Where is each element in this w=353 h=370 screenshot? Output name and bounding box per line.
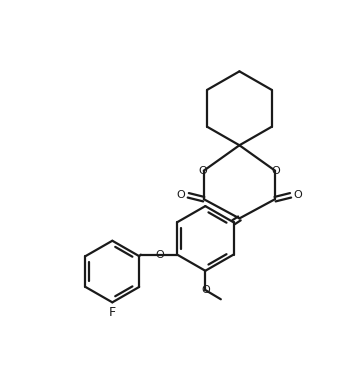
Text: O: O xyxy=(201,285,210,295)
Text: F: F xyxy=(109,306,116,319)
Text: O: O xyxy=(156,250,164,260)
Text: O: O xyxy=(199,166,207,176)
Text: O: O xyxy=(176,190,185,200)
Text: O: O xyxy=(294,190,303,200)
Text: O: O xyxy=(271,166,280,176)
